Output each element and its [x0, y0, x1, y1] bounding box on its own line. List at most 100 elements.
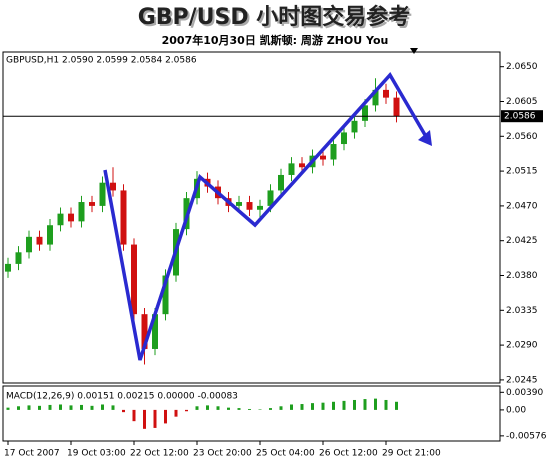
y-tick-label: 2.0605 — [506, 97, 538, 107]
main-panel — [2, 51, 501, 384]
macd-bar — [216, 406, 220, 410]
candle-body — [320, 155, 326, 160]
pattern-line — [103, 72, 430, 361]
candle-body — [5, 263, 11, 272]
macd-bar — [300, 404, 304, 410]
candle-body — [351, 120, 358, 133]
macd-bar — [111, 405, 115, 410]
plot-layer: 2.0650 2.0605 2.0560 2.0515 2.0470 2.0425 2.03… — [3, 62, 547, 459]
macd-bar — [27, 405, 31, 410]
x-tick-label: 19 Oct 03:00 — [67, 449, 126, 459]
chart-subtitle: 2007年10月30日 凯斯顿: 周游 ZHOU You — [162, 33, 389, 47]
candle-body — [372, 89, 379, 106]
macd-bar — [153, 409, 157, 428]
x-tick-label: 25 Oct 04:00 — [256, 449, 315, 459]
chart-title: GBP/USD 小时图交易参考 — [138, 4, 411, 30]
macd-bar — [90, 405, 94, 410]
candle-body — [246, 202, 253, 210]
candle-body — [57, 213, 64, 226]
macd-bar — [311, 403, 314, 410]
x-tick-label: 22 Oct 12:00 — [130, 449, 189, 459]
candle-body — [78, 202, 85, 222]
candle-body — [110, 182, 116, 191]
last-price-label: 2.0586 — [504, 112, 536, 122]
candle-body — [15, 252, 22, 264]
x-tick-label: 23 Oct 20:00 — [193, 449, 252, 459]
candle-body — [141, 314, 148, 349]
macd-bar — [185, 409, 188, 412]
macd-bar — [353, 399, 356, 410]
y-tick-label: 2.0470 — [506, 201, 538, 211]
candle-body — [120, 190, 127, 245]
y-tick-label: 0.00390 — [506, 388, 543, 398]
macd-bar — [374, 398, 377, 410]
macd-bar — [59, 404, 62, 410]
macd-bar — [279, 406, 283, 410]
candle-body — [162, 275, 169, 315]
y-tick-label: 2.0335 — [506, 306, 538, 316]
macd-bar — [206, 405, 209, 410]
y-tick-label: 2.0425 — [506, 236, 538, 246]
macd-bar — [269, 408, 272, 410]
macd-bar — [48, 404, 52, 410]
macd-label: MACD(12,26,9) 0.00151 0.00215 0.00000 -0… — [6, 392, 238, 402]
macd-bar — [174, 409, 178, 417]
y-tick-label: 2.0380 — [506, 271, 538, 281]
y-tick-label: 0.00 — [506, 405, 526, 415]
y-tick-label: 2.0290 — [506, 341, 538, 351]
y-tick-label: 2.0515 — [506, 167, 538, 177]
x-tick-label: 17 Oct 2007 — [4, 449, 60, 459]
macd-bar — [237, 408, 241, 410]
candle-body — [330, 144, 337, 160]
y-tick-label: 2.0560 — [506, 132, 538, 142]
macd-bar — [227, 407, 230, 410]
candle-body — [152, 314, 158, 349]
macd-bar — [363, 399, 367, 410]
candle-body — [257, 205, 263, 210]
candle-body — [299, 163, 305, 168]
macd-bar — [248, 408, 251, 410]
candle-body — [236, 202, 242, 206]
x-tick-label: 26 Oct 12:00 — [319, 449, 378, 459]
y-tick-label: 2.0245 — [506, 375, 538, 385]
candle-body — [278, 174, 284, 191]
y-tick-label: -0.00576 — [506, 431, 547, 441]
candle-body — [131, 244, 137, 315]
candle-body — [26, 236, 32, 253]
macd-panel — [2, 385, 501, 442]
candle-body — [89, 202, 95, 206]
candle-body — [341, 132, 347, 145]
macd-bar — [6, 407, 10, 410]
last-price-box — [501, 110, 543, 123]
macd-bar — [101, 404, 104, 410]
candle-body — [267, 190, 274, 206]
macd-bar — [38, 405, 41, 410]
macd-bar — [321, 402, 325, 410]
candle-body — [393, 97, 400, 117]
symbol-label: GBPUSD,H1 2.0590 2.0599 2.0584 2.0586 — [6, 56, 197, 66]
candle-body — [99, 182, 106, 206]
shift-marker — [410, 48, 418, 54]
macd-bar — [69, 405, 73, 410]
y-tick-label: 2.0650 — [506, 62, 538, 72]
x-tick-label: 29 Oct 21:00 — [382, 449, 441, 459]
macd-bar — [164, 409, 167, 424]
candle-body — [383, 89, 389, 98]
candle-body — [288, 163, 295, 175]
chart-title-shadow: GBP/USD 小时图交易参考 — [140, 6, 413, 32]
macd-bar — [258, 409, 262, 410]
macd-bar — [290, 404, 293, 410]
candle-body — [362, 105, 368, 121]
macd-bar — [122, 409, 125, 413]
macd-bar — [384, 399, 388, 410]
macd-bar — [395, 401, 398, 410]
macd-bar — [195, 406, 199, 410]
pattern-arrow — [418, 130, 432, 146]
candle-body — [36, 236, 43, 245]
macd-bar — [342, 400, 346, 410]
macd-bar — [17, 406, 20, 410]
macd-bar — [143, 409, 146, 429]
candle-body — [68, 213, 74, 222]
macd-bar — [132, 409, 136, 422]
